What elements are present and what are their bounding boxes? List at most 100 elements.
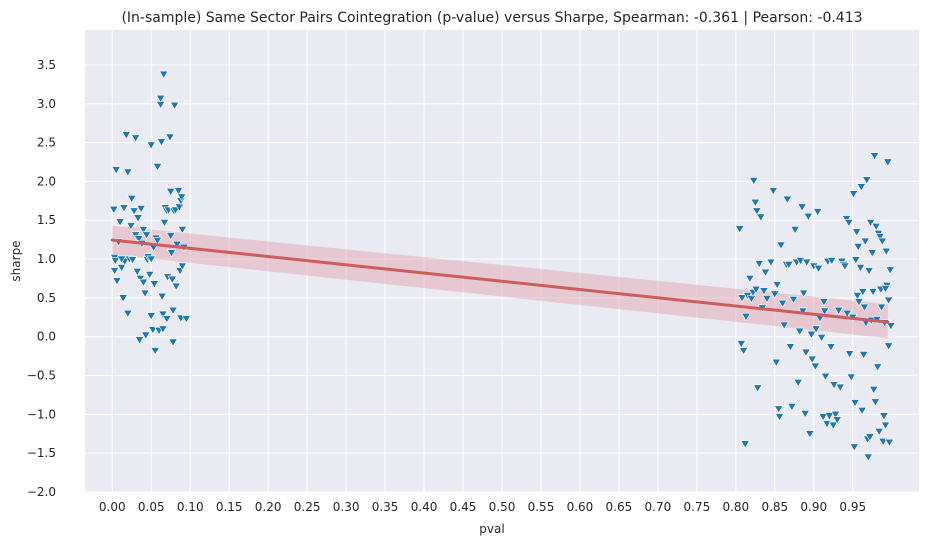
data-point (152, 163, 163, 172)
data-point (127, 195, 137, 204)
x-tick-label: 0.60 (567, 500, 594, 514)
data-point (155, 94, 166, 103)
data-point (826, 257, 837, 266)
x-tick-label: 0.35 (372, 500, 399, 514)
data-point (859, 303, 870, 312)
data-point (144, 271, 155, 280)
data-point (174, 203, 185, 212)
data-point (181, 315, 192, 324)
y-axis-label: sharpe (9, 240, 23, 281)
data-point (829, 381, 839, 390)
data-point (862, 176, 872, 185)
data-point (776, 241, 786, 250)
x-tick-label: 0.85 (761, 500, 788, 514)
data-point (751, 285, 761, 294)
data-point (816, 334, 827, 343)
data-point (818, 413, 828, 422)
x-tick-label: 0.65 (606, 500, 633, 514)
data-point (167, 275, 178, 284)
data-point (158, 70, 169, 79)
y-tick-label: 0.0 (37, 330, 56, 344)
data-point (851, 256, 861, 265)
x-tick-label: 0.45 (450, 500, 477, 514)
data-point (155, 101, 166, 110)
data-point (860, 237, 870, 246)
data-point (784, 261, 794, 270)
data-point (864, 267, 874, 276)
x-tick-label: 0.70 (645, 500, 672, 514)
data-point (134, 336, 145, 345)
data-point (840, 262, 850, 271)
data-point (750, 198, 761, 207)
data-point (130, 231, 141, 240)
data-point (762, 295, 772, 304)
data-point (868, 288, 878, 297)
data-point (871, 222, 881, 232)
data-point (826, 343, 836, 352)
data-point (876, 303, 887, 312)
data-point (874, 427, 884, 437)
data-point (854, 298, 864, 307)
data-point (858, 351, 869, 360)
data-point (883, 296, 894, 305)
data-point (877, 237, 888, 246)
data-point (157, 292, 167, 301)
data-point (168, 306, 178, 315)
data-point (162, 315, 172, 324)
data-point (830, 410, 841, 419)
data-point (857, 407, 867, 416)
x-tick-label: 0.55 (528, 500, 555, 514)
data-point (134, 235, 144, 244)
data-point (172, 240, 182, 249)
data-point (806, 330, 817, 339)
data-point (166, 232, 176, 241)
data-point (802, 258, 812, 267)
x-tick-label: 0.00 (99, 500, 126, 514)
data-point (121, 131, 132, 140)
data-point (773, 405, 784, 414)
data-point (812, 208, 823, 217)
data-point (166, 188, 176, 197)
data-point (109, 205, 119, 214)
data-point (865, 219, 876, 228)
data-point (884, 438, 895, 447)
data-point (833, 306, 844, 315)
data-point (176, 193, 187, 202)
data-point (870, 398, 881, 407)
data-point (770, 290, 780, 299)
data-point (111, 166, 121, 175)
data-point (126, 222, 136, 231)
data-point (803, 212, 814, 221)
x-axis-label: pval (479, 522, 504, 536)
data-point (883, 342, 894, 351)
data-point (865, 433, 875, 442)
y-tick-label: 3.0 (37, 97, 56, 111)
data-points (109, 70, 896, 462)
data-point (881, 247, 891, 256)
y-tick-label: 0.5 (37, 291, 56, 305)
data-point (173, 187, 184, 196)
data-point (754, 260, 764, 269)
data-point (150, 347, 160, 356)
data-point (158, 310, 168, 319)
data-point (795, 327, 805, 336)
data-point (779, 321, 789, 330)
x-axis-ticks: 0.00 0.05 0.10 0.15 0.20 0.25 0.30 0.35 0.40 0.45… (99, 500, 866, 514)
data-point (805, 430, 815, 439)
data-point (129, 207, 139, 216)
data-point (152, 236, 163, 246)
data-point (835, 383, 846, 392)
data-point (171, 282, 181, 291)
data-point (109, 267, 120, 276)
x-tick-label: 0.10 (177, 500, 204, 514)
data-point (869, 386, 879, 395)
data-point (123, 168, 133, 177)
data-point (790, 226, 800, 235)
data-point (844, 350, 855, 359)
data-point (846, 373, 856, 382)
data-point (771, 358, 782, 367)
data-point (136, 205, 146, 214)
data-point (110, 257, 121, 266)
data-point (811, 325, 821, 334)
